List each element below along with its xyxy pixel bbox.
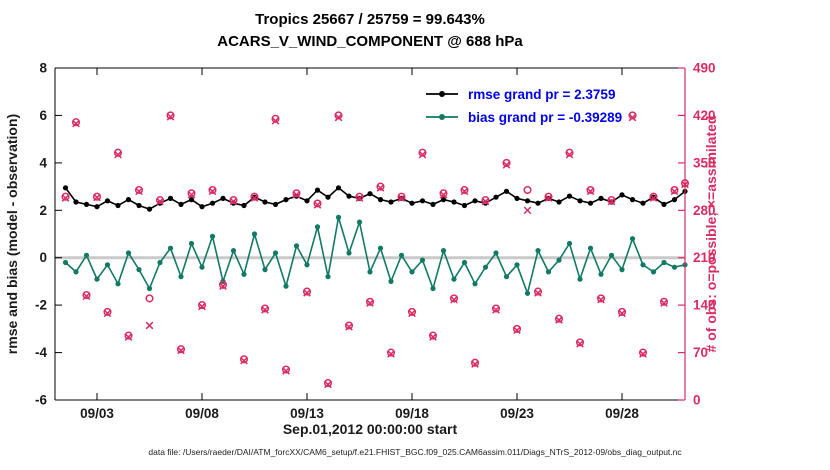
svg-text:09/23: 09/23 (500, 406, 534, 421)
x-axis: 09/03 09/08 09/13 09/18 09/23 09/28 Sep.01,201… (80, 68, 639, 437)
svg-text:70: 70 (693, 345, 708, 360)
x-axis-label: Sep.01,2012 00:00:00 start (283, 421, 458, 437)
data-file-caption: data file: /Users/raeder/DAI/ATM_forcXX/… (148, 447, 682, 457)
left-axis-label: rmse and bias (model - observation) (4, 114, 20, 354)
legend: rmse grand pr = 2.3759 bias grand pr = -… (424, 84, 622, 127)
svg-text:140: 140 (693, 298, 716, 313)
svg-text:4: 4 (39, 155, 47, 170)
bias-line-sample (426, 114, 458, 120)
rmse-line-sample (426, 91, 458, 97)
axes-box (54, 67, 686, 401)
legend-label-bias: bias grand pr = -0.39289 (468, 109, 623, 125)
svg-text:8: 8 (39, 61, 47, 76)
legend-row-rmse: rmse grand pr = 2.3759 (424, 84, 622, 104)
legend-row-bias: bias grand pr = -0.39289 (424, 107, 622, 127)
svg-text:09/03: 09/03 (80, 406, 114, 421)
svg-text:09/18: 09/18 (395, 406, 429, 421)
svg-text:09/28: 09/28 (605, 406, 639, 421)
svg-text:490: 490 (693, 61, 716, 76)
svg-text:280: 280 (693, 203, 716, 218)
svg-text:2: 2 (39, 203, 47, 218)
svg-text:210: 210 (693, 250, 716, 265)
svg-text:0: 0 (693, 393, 701, 408)
svg-text:6: 6 (39, 108, 47, 123)
svg-text:350: 350 (693, 155, 716, 170)
svg-text:09/08: 09/08 (185, 406, 219, 421)
svg-text:-4: -4 (35, 345, 47, 360)
svg-text:09/13: 09/13 (290, 406, 324, 421)
svg-text:0: 0 (39, 250, 47, 265)
right-axis: 0 70 140 210 280 350 420 490 # of obs: o=possibl… (678, 61, 719, 408)
chart-title-line2: ACARS_V_WIND_COMPONENT @ 688 hPa (217, 33, 523, 50)
legend-label-rmse: rmse grand pr = 2.3759 (468, 86, 616, 102)
svg-text:420: 420 (693, 108, 716, 123)
left-axis: -6 -4 -2 0 2 4 6 8 rmse and bias (model - observ… (4, 61, 62, 408)
right-axis-label: # of obs: o=possible; ×=assimilated (703, 116, 719, 353)
chart-title-line1: Tropics 25667 / 25759 = 99.643% (255, 11, 485, 28)
svg-text:-6: -6 (35, 393, 47, 408)
obs-count-markers (61, 111, 690, 389)
svg-text:-2: -2 (35, 298, 47, 313)
bias-series (62, 214, 688, 297)
